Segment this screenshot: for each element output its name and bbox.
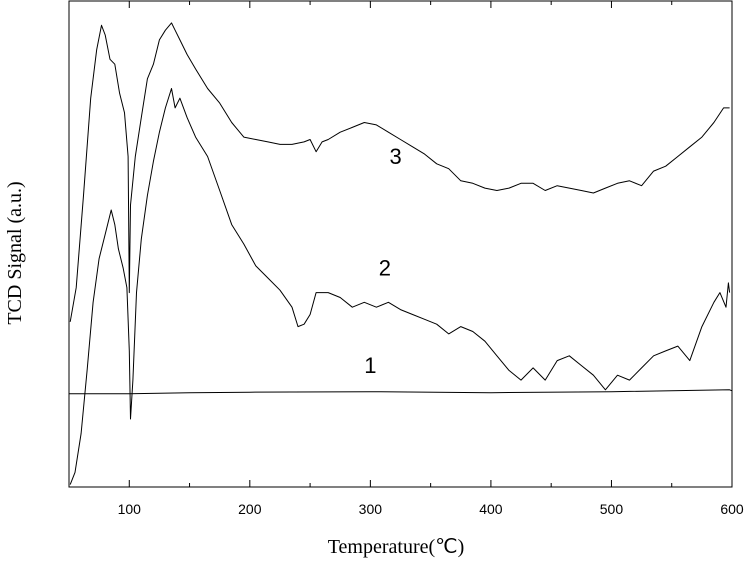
x-tick-label: 400 — [479, 501, 503, 517]
x-axis-title: Temperature(℃) — [328, 536, 465, 558]
x-tick-labels: 100 200 300 400 500 600 — [118, 501, 744, 517]
series-label-1: 1 — [364, 353, 376, 378]
series-line-2 — [69, 88, 731, 485]
plot-frame — [68, 0, 733, 488]
x-tick-label: 600 — [720, 501, 744, 517]
series-group — [69, 22, 733, 485]
x-tick-label: 300 — [359, 501, 383, 517]
series-label-3: 3 — [390, 144, 402, 169]
x-tick-label: 100 — [118, 501, 142, 517]
x-ticks — [68, 1, 733, 487]
series-line-3 — [69, 22, 730, 322]
series-line-1 — [69, 389, 733, 395]
y-axis-title: TCD Signal (a.u.) — [4, 181, 26, 324]
series-label-2: 2 — [379, 256, 391, 281]
series-labels: 1 2 3 — [364, 144, 402, 378]
x-tick-label: 500 — [600, 501, 624, 517]
x-tick-label: 200 — [238, 501, 262, 517]
